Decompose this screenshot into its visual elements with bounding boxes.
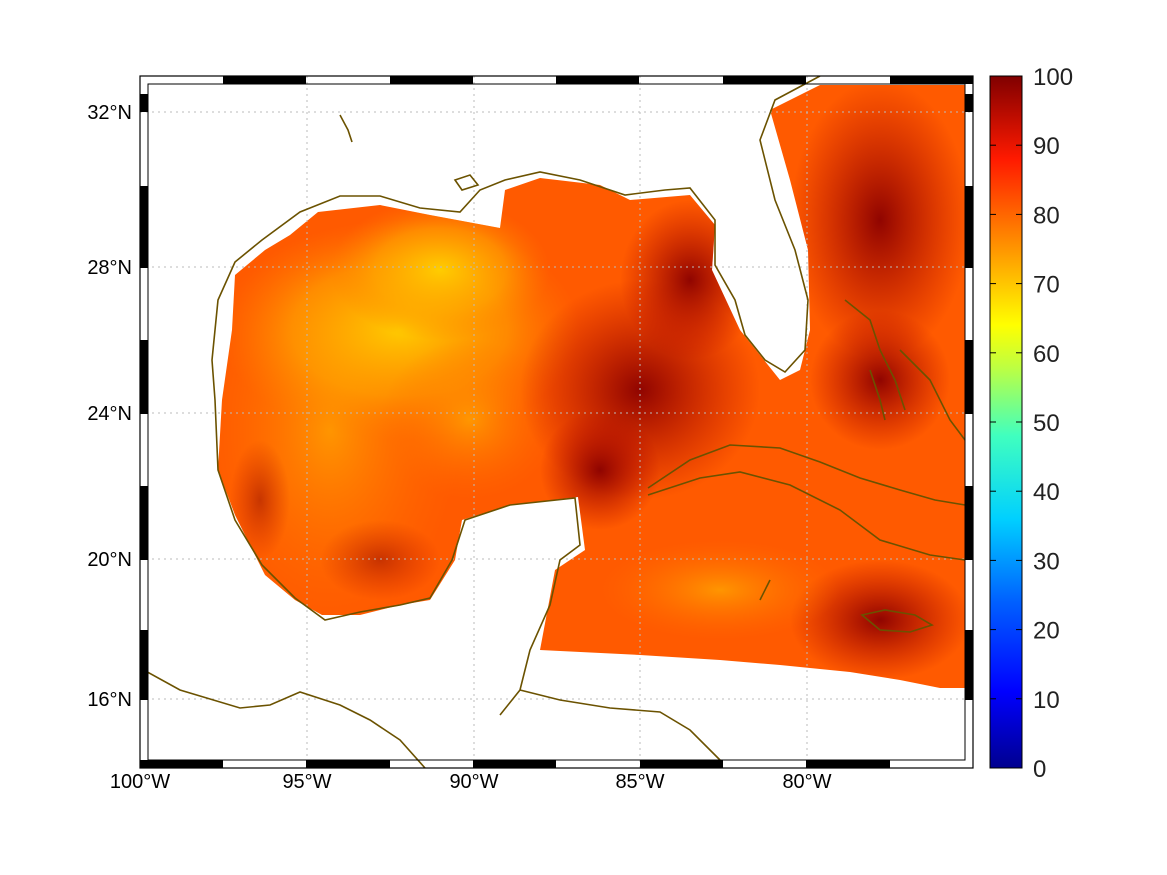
lat-tick-label: 24°N <box>87 403 132 425</box>
colorbar-ticks <box>990 75 1022 769</box>
lat-tick-label: 28°N <box>87 257 132 279</box>
lat-tick-label: 32°N <box>87 102 132 124</box>
lon-tick-label: 85°W <box>615 771 664 793</box>
colorbar-label: 20 <box>1033 618 1060 645</box>
lon-tick-label: 80°W <box>782 771 831 793</box>
colorbar-label: 70 <box>1033 272 1060 299</box>
lat-tick-label: 16°N <box>87 689 132 711</box>
colorbar-label: 30 <box>1033 548 1060 575</box>
coastlines <box>140 76 966 768</box>
colorbar-label: 90 <box>1033 133 1060 160</box>
colorbar-label: 80 <box>1033 202 1060 229</box>
lon-tick-label: 95°W <box>282 771 331 793</box>
lon-tick-label: 100°W <box>110 771 170 793</box>
ocean-field <box>218 85 965 688</box>
colorbar-labels: 0 10 20 30 40 50 60 70 80 90 100 <box>1033 64 1073 783</box>
lat-tick-label: 20°N <box>87 549 132 571</box>
frame-border <box>140 76 973 768</box>
map-grid <box>140 76 973 768</box>
colorbar-label: 100 <box>1033 64 1073 91</box>
colorbar-label: 10 <box>1033 687 1060 714</box>
colorbar-label: 50 <box>1033 410 1060 437</box>
colorbar-label: 40 <box>1033 479 1060 506</box>
colorbar-label: 0 <box>1033 756 1046 783</box>
lon-tick-label: 90°W <box>449 771 498 793</box>
colorbar-label: 60 <box>1033 341 1060 368</box>
